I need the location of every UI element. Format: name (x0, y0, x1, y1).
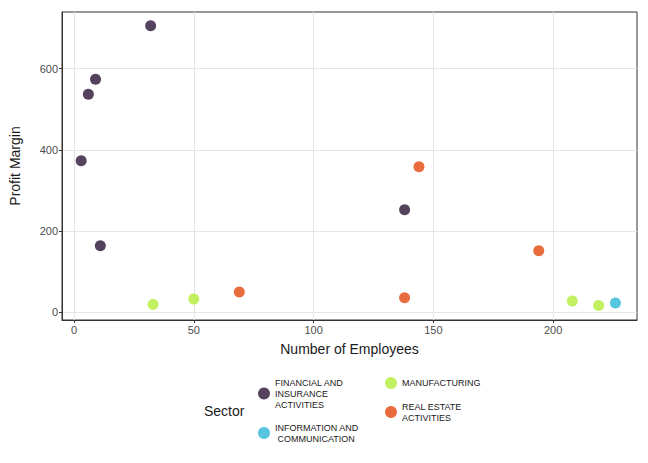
svg-text:200: 200 (544, 324, 562, 336)
svg-text:Profit Margin: Profit Margin (7, 126, 23, 205)
svg-text:150: 150 (424, 324, 442, 336)
svg-text:ACTIVITIES: ACTIVITIES (275, 400, 324, 410)
svg-text:Number of Employees: Number of Employees (280, 341, 419, 357)
svg-text:0: 0 (52, 306, 58, 318)
svg-text:0: 0 (71, 324, 77, 336)
svg-text:600: 600 (40, 63, 58, 75)
svg-text:INFORMATION AND: INFORMATION AND (275, 423, 359, 433)
svg-text:FINANCIAL AND: FINANCIAL AND (275, 378, 345, 388)
svg-text:MANUFACTURING: MANUFACTURING (402, 378, 481, 388)
svg-text:200: 200 (40, 225, 58, 237)
svg-text:Sector: Sector (204, 403, 245, 419)
svg-text:COMMUNICATION: COMMUNICATION (275, 434, 355, 444)
svg-text:REAL ESTATE: REAL ESTATE (402, 402, 464, 412)
svg-text:50: 50 (188, 324, 200, 336)
svg-text:INSURANCE: INSURANCE (275, 389, 331, 399)
svg-text:ACTIVITIES: ACTIVITIES (402, 413, 451, 423)
svg-text:400: 400 (40, 144, 58, 156)
svg-text:100: 100 (304, 324, 322, 336)
